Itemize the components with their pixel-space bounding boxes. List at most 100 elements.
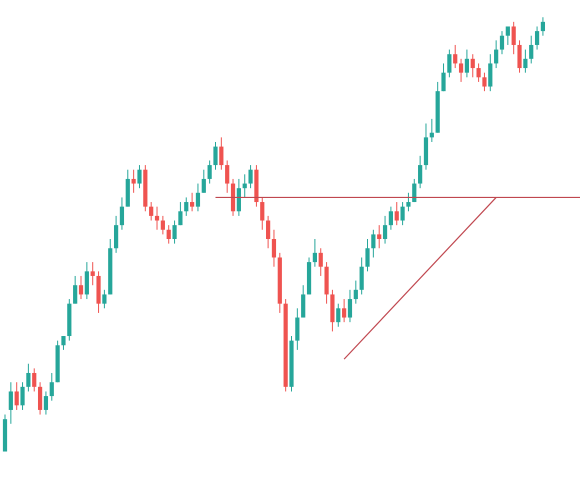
candle <box>37 382 43 415</box>
candle-body <box>306 262 312 295</box>
candle-body <box>143 169 148 207</box>
candle <box>102 289 107 309</box>
candle <box>90 262 95 286</box>
candles-layer <box>2 17 546 452</box>
candle-body <box>511 26 516 45</box>
candle-body <box>113 225 119 249</box>
candle-body <box>289 340 294 387</box>
candle <box>26 363 31 392</box>
candle-body <box>236 188 241 212</box>
candle-body <box>453 54 458 64</box>
candle <box>494 40 499 69</box>
candle-body <box>517 44 522 69</box>
candle <box>353 280 358 304</box>
candle <box>184 197 189 216</box>
candle <box>423 123 429 170</box>
candle-body <box>353 289 358 300</box>
candle <box>266 215 271 249</box>
candle-body <box>523 58 528 69</box>
candle-body <box>166 229 171 239</box>
candle-body <box>73 285 78 304</box>
candle-body <box>2 419 8 452</box>
candle <box>429 118 434 142</box>
candle-body <box>43 396 49 410</box>
candle <box>277 252 282 313</box>
candle-body <box>137 169 142 184</box>
candle-body <box>488 63 493 87</box>
candle <box>336 303 341 327</box>
candle-body <box>178 211 183 226</box>
candle-body <box>394 211 399 221</box>
candle <box>219 137 224 170</box>
candle-body <box>84 271 89 295</box>
candle-body <box>301 294 306 318</box>
candle-body <box>435 91 440 133</box>
candle-body <box>14 391 19 406</box>
candle <box>172 220 177 244</box>
candle <box>441 63 446 92</box>
candle-body <box>388 211 393 226</box>
candle-body <box>207 165 212 179</box>
candle-body <box>412 183 417 203</box>
candle <box>412 178 417 203</box>
candle-body <box>49 382 54 397</box>
candle <box>318 248 323 276</box>
candle-body <box>96 275 101 304</box>
candle <box>195 183 201 212</box>
candle <box>201 169 206 193</box>
candle-body <box>295 317 300 341</box>
candle-body <box>458 63 464 73</box>
candle-body <box>266 220 271 239</box>
candle-body <box>277 257 282 304</box>
candle <box>96 271 101 313</box>
candle-body <box>254 169 259 203</box>
candle-body <box>540 21 546 32</box>
candle <box>271 229 277 267</box>
candle <box>529 35 534 64</box>
candle <box>324 262 329 304</box>
candle-body <box>336 308 341 323</box>
candle-body <box>67 303 72 337</box>
candle-body <box>359 266 364 290</box>
candle <box>2 414 8 452</box>
candle <box>149 202 154 221</box>
candle <box>213 141 218 170</box>
candle-body <box>78 285 84 295</box>
candle <box>137 165 142 189</box>
candle <box>295 308 300 350</box>
candle-body <box>20 386 25 406</box>
candle <box>377 225 382 249</box>
candle-body <box>184 202 189 212</box>
candle-body <box>61 336 66 346</box>
candle-body <box>312 252 317 263</box>
candle <box>540 17 546 36</box>
candle <box>49 372 54 401</box>
candle-body <box>441 72 446 92</box>
candle <box>160 215 165 235</box>
candle <box>154 206 160 230</box>
candle-body <box>119 206 125 226</box>
candle <box>342 299 347 323</box>
candle-body <box>324 266 329 295</box>
candle <box>61 336 66 350</box>
candle-body <box>271 239 277 258</box>
candle-body <box>499 35 505 50</box>
candle-body <box>201 178 206 193</box>
candle <box>283 299 288 392</box>
candle-body <box>190 202 195 207</box>
candle <box>382 215 388 244</box>
candle <box>458 58 464 82</box>
candle-body <box>470 58 475 69</box>
candle-body <box>55 345 60 383</box>
candle-body <box>225 165 230 184</box>
candle-body <box>131 178 136 184</box>
candle-body <box>482 77 487 87</box>
candle <box>119 197 125 230</box>
candle-body <box>32 372 37 387</box>
candle-body <box>102 294 107 304</box>
candle-body <box>26 372 31 387</box>
candle-body <box>423 137 429 166</box>
